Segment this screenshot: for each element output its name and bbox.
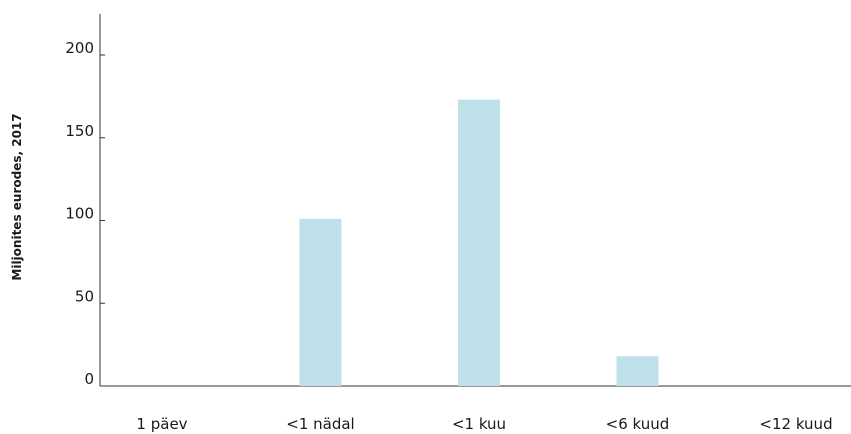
y-tick-label: 150 xyxy=(65,122,94,140)
y-tick-label: 200 xyxy=(65,39,94,57)
y-tick-label: 0 xyxy=(84,370,94,388)
bar xyxy=(458,99,500,386)
x-tick-label: <1 nädal xyxy=(286,415,354,433)
bar xyxy=(299,218,342,386)
y-tick-label: 50 xyxy=(75,287,94,305)
x-tick-label: 1 päev xyxy=(136,415,187,433)
y-axis-label: Miljonites eurodes, 2017 xyxy=(10,113,24,280)
y-tick-label: 100 xyxy=(65,205,94,223)
x-tick-label: <1 kuu xyxy=(452,415,506,433)
x-tick-label: <12 kuud xyxy=(759,415,832,433)
bar xyxy=(616,356,659,386)
x-tick-label: <6 kuud xyxy=(606,415,670,433)
